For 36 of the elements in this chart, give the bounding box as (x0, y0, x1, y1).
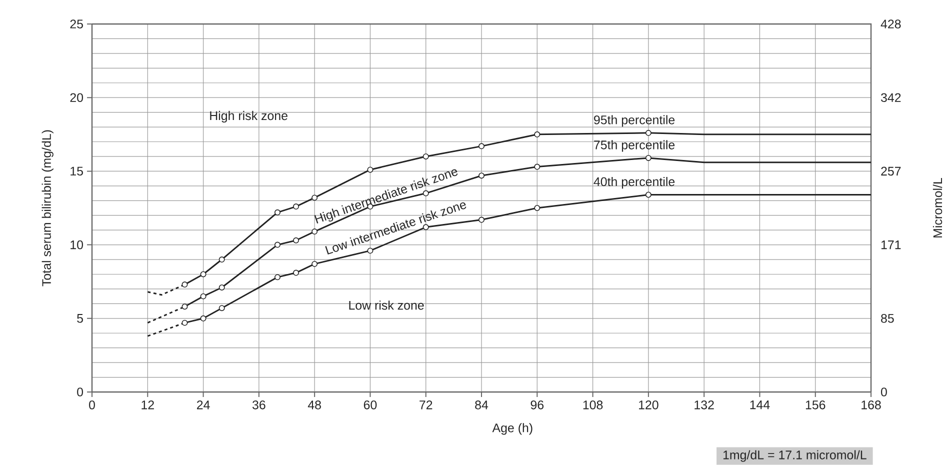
x-tick-label: 96 (530, 400, 544, 410)
x-tick-label: 168 (862, 400, 881, 410)
x-axis-title: Age (h) (492, 423, 532, 435)
x-tick-label: 12 (142, 400, 154, 410)
x-tick-label: 72 (420, 400, 432, 410)
text: 1mg/dL = 17.1 micromol/L (723, 450, 866, 462)
x-tick-label: 108 (583, 400, 603, 410)
x-tick-label: 0 (89, 400, 95, 410)
x-tick-label: 156 (806, 400, 826, 410)
series-label: 95th percentile (594, 115, 675, 127)
x-tick-label: 36 (252, 400, 266, 410)
y-tick-label: 0 (77, 388, 84, 396)
y2-tick-label: 171 (881, 240, 901, 250)
y2-tick-label: 342 (880, 93, 901, 102)
annotation: Low risk zone (349, 300, 424, 310)
series-label: 40th percentile (594, 176, 675, 189)
x-tick-label: 120 (639, 400, 658, 410)
y2-tick-label: 428 (880, 20, 901, 28)
y2-axis-title: Micromol/L (932, 178, 942, 238)
series-label: 75th percentile (594, 140, 675, 152)
x-tick-label: 84 (475, 400, 488, 410)
annotation: High risk zone (210, 110, 288, 123)
y2-tick-label: 257 (881, 166, 901, 176)
y2-tick-label: 0 (880, 388, 887, 396)
y-tick-label: 20 (70, 93, 84, 102)
x-tick-label: 60 (364, 400, 377, 410)
y2-tick-label: 85 (881, 314, 894, 323)
x-tick-label: 144 (750, 400, 770, 410)
x-tick-label: 24 (196, 400, 210, 410)
x-tick-label: 132 (694, 400, 714, 410)
y-tick-label: 25 (70, 20, 83, 28)
y-tick-label: 15 (70, 166, 83, 176)
y-tick-label: 10 (70, 240, 84, 250)
y-axis-title: Total serum bilirubin (mg/dL) (42, 130, 54, 286)
y-tick-label: 5 (77, 314, 83, 323)
x-tick-label: 48 (308, 400, 321, 410)
